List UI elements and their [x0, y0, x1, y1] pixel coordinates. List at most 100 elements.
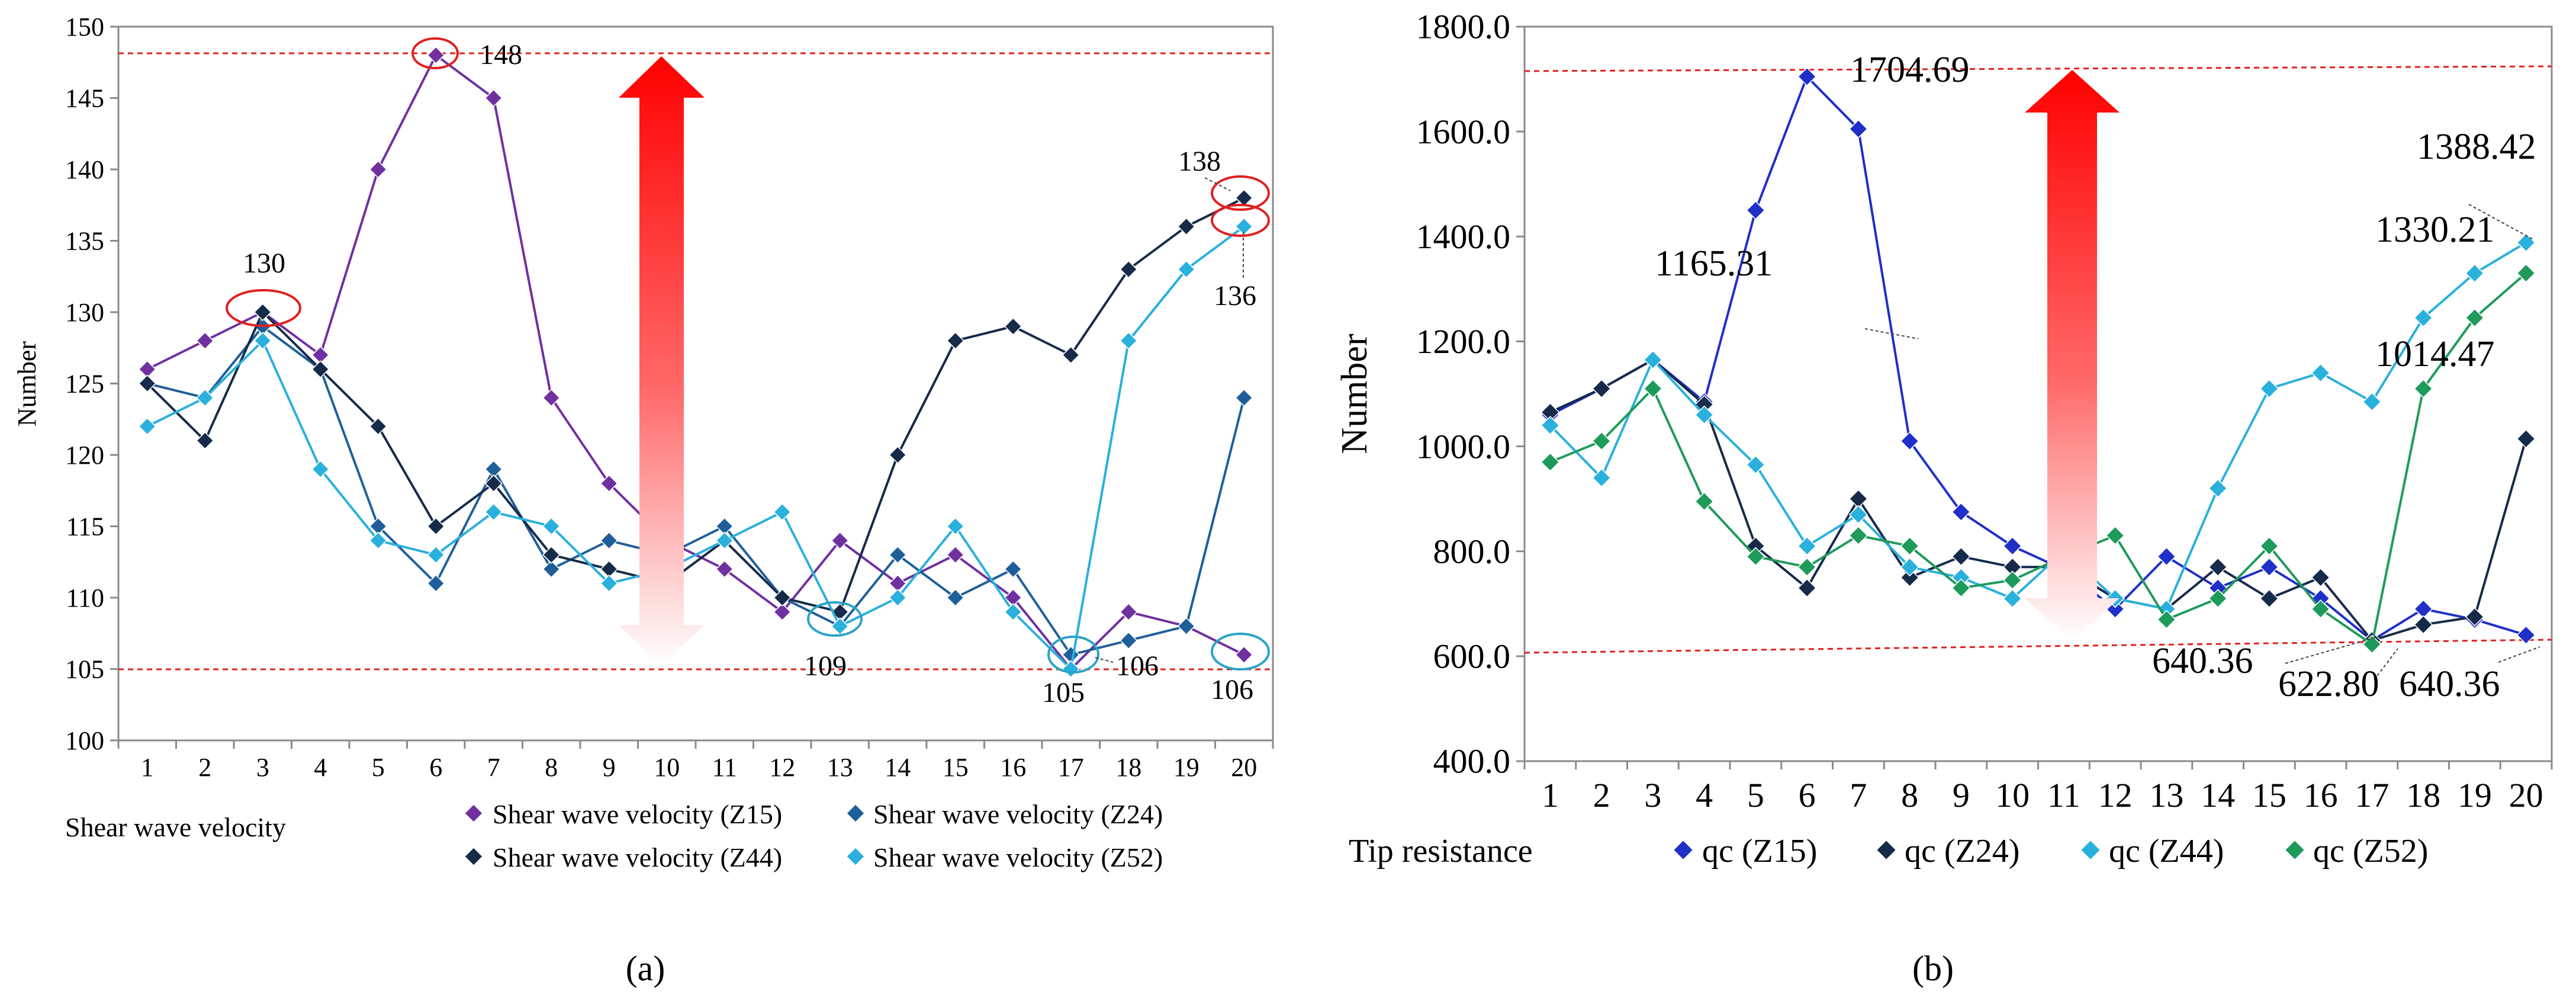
x-tick-label: 20	[1231, 753, 1257, 782]
y-tick-label: 115	[66, 512, 104, 541]
reference-line-bottom-b	[1524, 639, 2552, 654]
series-group-a	[138, 46, 1253, 678]
data-point	[2208, 589, 2228, 608]
leader-line	[1204, 177, 1231, 191]
data-point	[253, 303, 272, 322]
y-tick-label: 110	[66, 583, 104, 612]
x-tick-label: 9	[1953, 776, 1970, 814]
data-point	[889, 445, 907, 464]
reference-line-top-b	[1524, 65, 2552, 72]
series-line	[1549, 241, 2527, 611]
highlight-ellipse	[807, 601, 863, 637]
data-point	[1235, 217, 1253, 236]
data-point	[2516, 233, 2536, 252]
leader-line	[2468, 204, 2535, 240]
leader-line	[2285, 636, 2381, 664]
x-tick-label: 8	[545, 753, 558, 782]
data-point	[2157, 610, 2176, 629]
data-point	[2414, 615, 2433, 634]
annotation-label: 138	[1178, 146, 1221, 177]
data-point	[542, 389, 561, 407]
data-point	[1592, 379, 1612, 399]
x-tick-label: 20	[2509, 776, 2543, 814]
x-tick-label: 11	[2047, 776, 2080, 814]
x-tick-label: 17	[2355, 776, 2389, 814]
legend-marker	[2285, 841, 2304, 859]
data-point	[889, 588, 907, 607]
data-point	[715, 531, 734, 550]
data-point	[1120, 332, 1138, 350]
y-tick-label: 1600.0	[1416, 113, 1511, 151]
data-point	[1643, 350, 1662, 370]
data-point	[831, 531, 849, 550]
x-tick-label: 19	[1173, 753, 1199, 782]
data-point	[542, 517, 561, 535]
x-tick-label: 11	[712, 753, 737, 782]
data-point	[2516, 264, 2536, 283]
data-point	[1541, 416, 1560, 435]
data-point	[427, 574, 445, 592]
x-tick-label: 15	[2252, 776, 2286, 814]
data-point	[1004, 560, 1022, 578]
data-point	[600, 474, 618, 493]
y-tick-label: 400.0	[1433, 742, 1511, 781]
data-point	[1900, 557, 1919, 577]
leader-line	[1864, 328, 1919, 339]
y-tick-label: 145	[65, 84, 104, 113]
x-tick-label: 17	[1058, 753, 1084, 782]
data-point	[2465, 308, 2484, 328]
data-point	[2003, 570, 2022, 590]
highlight-ellipse	[411, 37, 459, 69]
data-point	[1848, 119, 1868, 139]
data-point	[2259, 557, 2279, 577]
x-tick-label: 16	[2304, 776, 2338, 814]
data-point	[369, 531, 387, 550]
data-point	[1848, 526, 1868, 546]
data-point	[2311, 567, 2330, 588]
x-tick-label: 15	[943, 753, 969, 782]
legend-marker	[847, 804, 864, 822]
data-point	[369, 160, 387, 179]
x-tick-label: 19	[2458, 776, 2492, 814]
data-point	[2465, 607, 2484, 627]
y-tick-label: 130	[65, 298, 104, 327]
legend-label: qc (Z15)	[1702, 833, 1817, 870]
data-point	[2259, 589, 2279, 608]
data-point	[1797, 578, 1817, 598]
x-tick-label: 10	[654, 753, 680, 782]
x-tick-label: 8	[1901, 776, 1918, 814]
x-tick-label: 13	[2149, 776, 2183, 814]
y-tick-label: 105	[65, 655, 104, 684]
data-point	[2465, 264, 2484, 283]
annotation-label: 1704.69	[1850, 50, 1970, 90]
data-point	[889, 546, 907, 564]
y-tick-label: 1000.0	[1416, 427, 1511, 466]
data-point	[1592, 431, 1612, 451]
data-point	[1951, 547, 1971, 566]
data-point	[311, 360, 330, 378]
data-point	[946, 546, 964, 564]
y-tick-label: 135	[65, 226, 104, 255]
data-point	[1643, 379, 1662, 399]
data-point	[1900, 536, 1919, 556]
data-point	[1848, 505, 1868, 524]
y-axis-a: 100 105 110 115 120 125 130 135 140 145 150	[65, 12, 118, 755]
data-point	[2105, 526, 2125, 546]
data-point	[946, 332, 964, 350]
leader-line	[2374, 648, 2398, 681]
x-tick-label: 12	[769, 753, 795, 782]
x-tick-label: 2	[198, 753, 211, 782]
legend-item: Shear wave velocity (Z24)	[847, 799, 1163, 829]
data-point	[2259, 536, 2279, 556]
legend-item: Shear wave velocity (Z52)	[847, 842, 1163, 873]
data-point	[484, 89, 503, 107]
data-point	[1004, 317, 1022, 336]
data-point	[484, 503, 503, 521]
x-tick-label: 14	[2201, 776, 2235, 814]
y-tick-label: 150	[65, 12, 104, 41]
series-line	[1549, 272, 2527, 646]
x-tick-label: 13	[827, 753, 853, 782]
legend-label: qc (Z24)	[1905, 833, 2019, 870]
legend-item: qc (Z44)	[2081, 833, 2224, 870]
